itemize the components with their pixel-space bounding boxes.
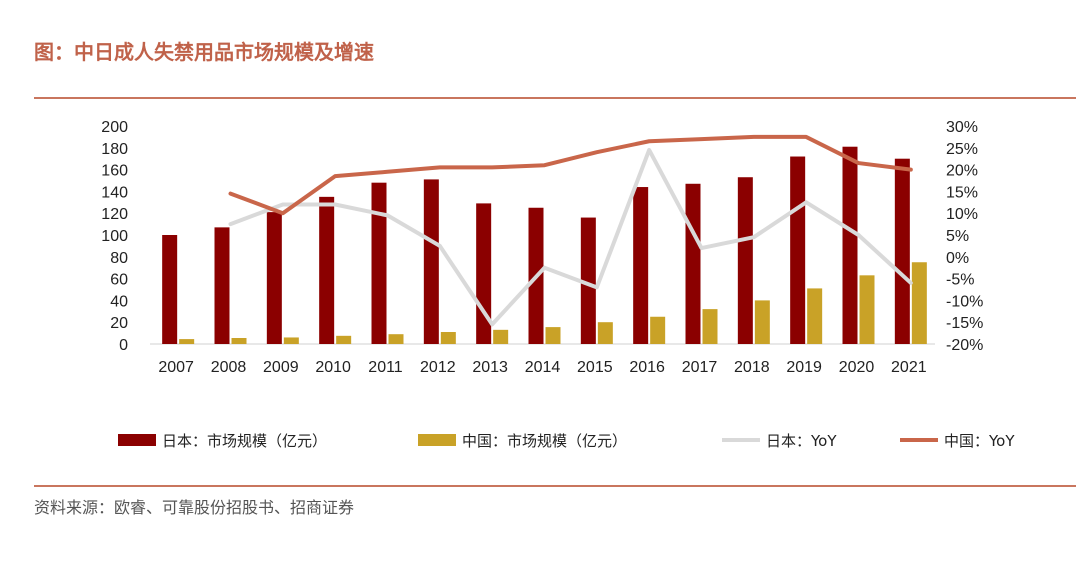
legend: 日本：市场规模（亿元） 中国：市场规模（亿元） 日本：YoY 中国：YoY xyxy=(118,432,1015,450)
x-tick-label: 2018 xyxy=(734,359,770,376)
japan-bar xyxy=(842,146,858,344)
y-tick-label: 20 xyxy=(110,315,128,332)
japan-bar xyxy=(580,217,596,344)
japan-bar xyxy=(894,158,910,344)
y-tick-label: 180 xyxy=(101,141,128,158)
x-tick-label: 2011 xyxy=(368,359,403,376)
bottom-divider xyxy=(34,485,1076,487)
legend-swatch xyxy=(418,434,456,446)
china-bar xyxy=(283,337,299,344)
x-tick-label: 2007 xyxy=(158,359,194,376)
x-tick-label: 2014 xyxy=(525,359,561,376)
china-bar xyxy=(754,300,770,344)
y-tick-label: 160 xyxy=(101,163,128,180)
x-tick-label: 2020 xyxy=(839,359,875,376)
china-bar xyxy=(545,327,561,344)
y2-tick-label: -20% xyxy=(946,337,983,354)
x-tick-label: 2009 xyxy=(263,359,299,376)
china-bar xyxy=(702,309,718,344)
legend-label: 日本：市场规模（亿元） xyxy=(162,432,327,450)
x-tick-label: 2008 xyxy=(211,359,247,376)
y2-tick-label: 25% xyxy=(946,141,978,158)
china-bar xyxy=(336,335,352,344)
japan-bar xyxy=(266,212,282,344)
y-tick-label: 40 xyxy=(110,293,128,310)
y2-tick-label: -5% xyxy=(946,272,974,289)
x-tick-label: 2017 xyxy=(682,359,718,376)
japan-bar xyxy=(790,156,806,344)
y2-tick-label: -15% xyxy=(946,315,983,332)
y2-tick-label: 30% xyxy=(946,119,978,136)
y2-tick-label: 5% xyxy=(946,228,969,245)
x-tick-label: 2021 xyxy=(891,359,927,376)
japan-bar xyxy=(319,196,335,344)
japan-yoy-line xyxy=(228,147,913,327)
x-tick-label: 2010 xyxy=(315,359,351,376)
y2-tick-label: 0% xyxy=(946,250,969,267)
top-divider xyxy=(34,97,1076,99)
y-tick-label: 120 xyxy=(101,206,128,223)
x-tick-label: 2015 xyxy=(577,359,613,376)
y-tick-label: 140 xyxy=(101,184,128,201)
china-bar xyxy=(440,332,456,344)
y2-tick-label: 15% xyxy=(946,184,978,201)
japan-bar xyxy=(162,235,178,344)
china-bar xyxy=(911,262,927,344)
legend-label: 中国：YoY xyxy=(944,432,1015,450)
source-note: 资料来源：欧睿、可靠股份招股书、招商证券 xyxy=(34,498,355,517)
japan-bar xyxy=(737,177,753,344)
chart-title: 图：中日成人失禁用品市场规模及增速 xyxy=(34,40,374,64)
x-tick-label: 2016 xyxy=(629,359,665,376)
right-axis: 30% 25% 20% 15% 10% 5% 0% -5% -10% -15% -20% xyxy=(946,119,983,354)
legend-swatch xyxy=(118,434,156,446)
china-bar xyxy=(807,288,823,344)
japan-bar xyxy=(633,187,649,344)
y2-tick-label: 20% xyxy=(946,163,978,180)
y-tick-label: 80 xyxy=(110,250,128,267)
china-bar xyxy=(231,338,247,344)
x-tick-label: 2019 xyxy=(786,359,822,376)
china-bar xyxy=(859,275,875,344)
japan-bar xyxy=(214,227,230,344)
japan-bar xyxy=(685,183,701,344)
y2-tick-label: 10% xyxy=(946,206,978,223)
legend-label: 日本：YoY xyxy=(766,432,837,450)
y2-tick-label: -10% xyxy=(946,293,983,310)
x-tick-label: 2012 xyxy=(420,359,456,376)
china-bar xyxy=(179,339,195,344)
china-yoy-line xyxy=(228,134,913,216)
japan-bar xyxy=(371,182,387,344)
china-bar xyxy=(388,334,404,344)
y-tick-label: 100 xyxy=(101,228,128,245)
x-tick-label: 2013 xyxy=(472,359,508,376)
china-bar xyxy=(597,322,613,344)
bars xyxy=(162,146,927,344)
yoy-lines xyxy=(228,134,913,327)
y-tick-label: 200 xyxy=(101,119,128,136)
china-bar xyxy=(493,329,509,344)
x-axis-labels: 2007 2008 2009 2010 2011 2012 2013 2014 2015 2016… xyxy=(158,359,926,376)
y-tick-label: 0 xyxy=(119,337,128,354)
y-tick-label: 60 xyxy=(110,272,128,289)
china-bar xyxy=(650,316,666,344)
legend-label: 中国：市场规模（亿元） xyxy=(462,432,627,450)
japan-bar xyxy=(423,179,439,344)
